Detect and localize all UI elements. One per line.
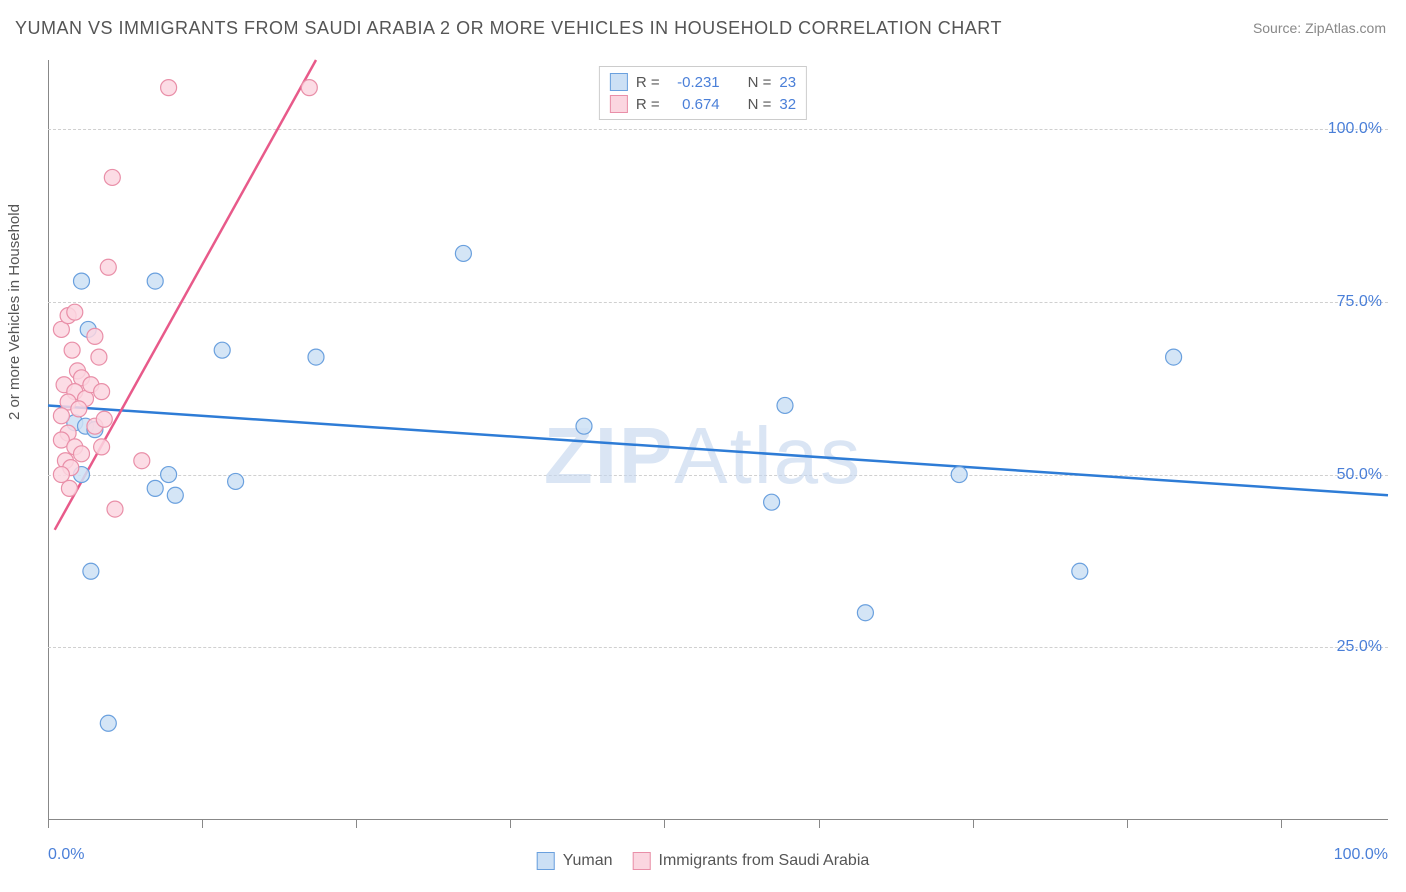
data-point: [94, 439, 110, 455]
n-value: 32: [779, 96, 796, 113]
data-point: [214, 342, 230, 358]
data-point: [100, 259, 116, 275]
legend-swatch: [610, 95, 628, 113]
legend-series-item: Yuman: [537, 852, 613, 870]
data-point: [83, 563, 99, 579]
legend-stat-row: R = -0.231 N = 23: [610, 71, 796, 93]
data-point: [308, 349, 324, 365]
data-point: [228, 473, 244, 489]
data-point: [104, 169, 120, 185]
chart-title: YUMAN VS IMMIGRANTS FROM SAUDI ARABIA 2 …: [15, 18, 1002, 39]
x-tick-mark: [202, 820, 203, 828]
trend-line: [55, 60, 316, 530]
x-tick-mark: [1281, 820, 1282, 828]
r-label: R =: [636, 96, 660, 113]
r-value: 0.674: [668, 96, 720, 113]
trend-line: [48, 405, 1388, 495]
n-label: N =: [748, 74, 772, 91]
legend-series-item: Immigrants from Saudi Arabia: [633, 852, 870, 870]
scatter-plot: [48, 60, 1388, 820]
x-tick-mark: [819, 820, 820, 828]
legend-swatch: [633, 852, 651, 870]
data-point: [74, 446, 90, 462]
legend-swatch: [537, 852, 555, 870]
data-point: [764, 494, 780, 510]
x-tick-mark: [664, 820, 665, 828]
data-point: [147, 273, 163, 289]
data-point: [71, 401, 87, 417]
data-point: [61, 480, 77, 496]
data-point: [161, 80, 177, 96]
x-tick-mark: [1127, 820, 1128, 828]
data-point: [777, 397, 793, 413]
x-tick-mark: [48, 820, 49, 828]
data-point: [64, 342, 80, 358]
n-value: 23: [779, 74, 796, 91]
data-point: [74, 273, 90, 289]
chart-container: YUMAN VS IMMIGRANTS FROM SAUDI ARABIA 2 …: [0, 0, 1406, 892]
r-label: R =: [636, 74, 660, 91]
data-point: [91, 349, 107, 365]
data-point: [134, 453, 150, 469]
data-point: [96, 411, 112, 427]
data-point: [455, 245, 471, 261]
data-point: [94, 384, 110, 400]
n-label: N =: [748, 96, 772, 113]
legend-series-label: Yuman: [563, 852, 613, 870]
data-point: [951, 467, 967, 483]
legend-stat-row: R = 0.674 N = 32: [610, 93, 796, 115]
legend-swatch: [610, 73, 628, 91]
data-point: [87, 328, 103, 344]
data-point: [161, 467, 177, 483]
x-tick-mark: [356, 820, 357, 828]
data-point: [67, 304, 83, 320]
x-tick-mark: [973, 820, 974, 828]
data-point: [301, 80, 317, 96]
x-axis-max-label: 100.0%: [1334, 846, 1388, 864]
data-point: [1072, 563, 1088, 579]
data-point: [1166, 349, 1182, 365]
data-point: [576, 418, 592, 434]
x-tick-mark: [510, 820, 511, 828]
legend-stats: R = -0.231 N = 23 R = 0.674 N = 32: [599, 66, 807, 120]
legend-series: Yuman Immigrants from Saudi Arabia: [537, 852, 870, 870]
data-point: [53, 408, 69, 424]
r-value: -0.231: [668, 74, 720, 91]
legend-series-label: Immigrants from Saudi Arabia: [659, 852, 870, 870]
x-axis-min-label: 0.0%: [48, 846, 84, 864]
data-point: [100, 715, 116, 731]
data-point: [857, 605, 873, 621]
data-point: [107, 501, 123, 517]
data-point: [147, 480, 163, 496]
source-attribution: Source: ZipAtlas.com: [1253, 20, 1386, 36]
y-axis-label: 2 or more Vehicles in Household: [6, 204, 23, 420]
data-point: [167, 487, 183, 503]
